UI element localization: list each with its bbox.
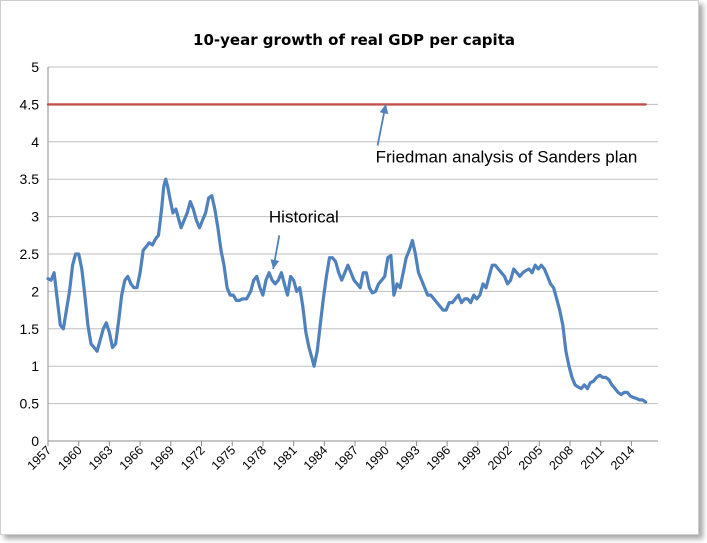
y-tick-label: 3: [31, 209, 39, 225]
y-tick-label: 5: [31, 59, 39, 75]
x-tick-label: 2008: [547, 443, 577, 473]
y-tick-label: 1: [31, 358, 39, 374]
y-tick-label: 0: [31, 433, 39, 449]
annotation-label-1: Friedman analysis of Sanders plan: [376, 148, 638, 167]
y-tick-label: 4: [31, 134, 39, 150]
x-tick-label: 2011: [578, 443, 607, 472]
y-tick-label: 4.5: [20, 96, 40, 112]
y-tick-label: 3.5: [20, 171, 40, 187]
y-tick-label: 2: [31, 283, 39, 299]
x-tick-label: 1969: [147, 443, 177, 473]
y-tick-label: 0.5: [20, 396, 40, 412]
x-tick-label: 1960: [55, 443, 85, 473]
x-tick-label: 1993: [393, 443, 423, 473]
chart-title: 10-year growth of real GDP per capita: [193, 31, 515, 49]
y-tick-label: 1.5: [20, 321, 40, 337]
x-tick-label: 1987: [332, 443, 362, 473]
annotation-label-2: Historical: [269, 208, 339, 227]
y-axis-ticks: 0 0.5 1 1.5 2 2.5 3 3.5 4 4.5 5: [20, 59, 40, 449]
x-tick-label: 1984: [301, 443, 331, 473]
x-tick-label: 1996: [424, 443, 454, 473]
x-tick-label: 1975: [209, 443, 239, 473]
x-tick-label: 1990: [362, 443, 392, 473]
x-tick-label: 1972: [178, 443, 208, 473]
x-tick-label: 1963: [86, 443, 116, 473]
x-tick-label: 1966: [117, 443, 147, 473]
x-tick-label: 2014: [608, 443, 638, 473]
x-axis-ticks: 1957 1960 1963 1966 1969 1972 1975 1978 1981 1984…: [25, 441, 638, 473]
x-tick-label: 1981: [270, 443, 300, 473]
annotation-arrowhead-1: [379, 104, 389, 115]
axes: [47, 67, 658, 442]
x-tick-label: 1999: [454, 443, 484, 473]
y-tick-label: 2.5: [20, 246, 40, 262]
x-tick-label: 1978: [239, 443, 269, 473]
x-tick-label: 2002: [485, 443, 515, 473]
annotations: Friedman analysis of Sanders plan Histori…: [269, 104, 638, 270]
x-tick-label: 1957: [25, 443, 55, 473]
series-group: [46, 103, 648, 404]
annotation-arrowhead-2: [270, 259, 280, 269]
series-line-1: [46, 177, 648, 404]
x-tick-label: 2005: [516, 443, 546, 473]
